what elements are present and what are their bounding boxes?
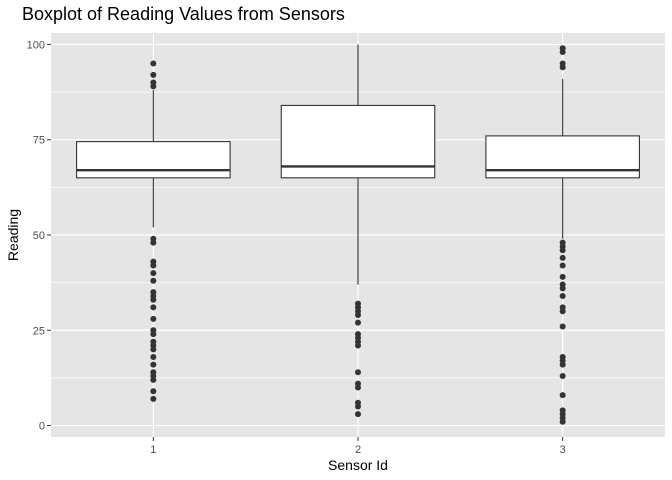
outlier-point	[150, 361, 157, 368]
outlier-point	[559, 373, 566, 380]
outlier-point	[355, 300, 361, 307]
y-tick-label: 100	[27, 39, 45, 51]
outlier-point	[559, 353, 566, 360]
outlier-point	[355, 399, 361, 406]
outlier-point	[150, 71, 157, 78]
y-tick-label: 50	[33, 230, 45, 242]
y-axis-title: Reading	[5, 209, 21, 261]
outlier-point	[559, 323, 566, 330]
outlier-point	[355, 411, 361, 418]
outlier-point	[559, 262, 566, 269]
outlier-point	[559, 254, 566, 261]
box-sensor-2	[280, 44, 436, 418]
x-tick-label: 3	[560, 444, 566, 456]
chart-title: Boxplot of Reading Values from Sensors	[22, 4, 345, 24]
outlier-point	[559, 273, 566, 280]
y-tick-label: 75	[33, 135, 45, 147]
box-iqr	[76, 141, 231, 179]
y-tick-label: 25	[33, 325, 45, 337]
x-axis-title: Sensor Id	[328, 457, 388, 473]
outlier-point	[559, 45, 566, 52]
outlier-point	[559, 304, 566, 311]
outlier-point	[150, 395, 157, 402]
outlier-point	[150, 315, 157, 322]
outlier-point	[150, 277, 157, 284]
outlier-point	[355, 331, 361, 338]
box-iqr	[485, 135, 640, 179]
outlier-point	[355, 380, 361, 387]
outlier-point	[559, 60, 566, 67]
outlier-point	[150, 79, 157, 86]
outlier-point	[150, 353, 157, 360]
y-tick-label: 0	[39, 421, 45, 433]
outlier-point	[150, 270, 157, 277]
outlier-point	[355, 319, 361, 326]
x-tick-label: 2	[355, 444, 361, 456]
outlier-point	[355, 369, 361, 376]
outlier-point	[559, 292, 566, 299]
outlier-point	[150, 388, 157, 395]
outlier-point	[150, 60, 157, 67]
box-sensor-1	[76, 60, 231, 402]
outlier-point	[150, 289, 157, 296]
outlier-point	[150, 369, 157, 376]
outlier-point	[150, 304, 157, 311]
outlier-point	[559, 392, 566, 399]
outlier-point	[150, 338, 157, 345]
outlier-point	[150, 235, 157, 242]
outlier-point	[559, 239, 566, 246]
outlier-point	[559, 281, 566, 288]
outlier-point	[150, 258, 157, 265]
x-tick-label: 1	[150, 444, 156, 456]
outlier-point	[150, 327, 157, 334]
outlier-point	[559, 407, 566, 414]
box-sensor-3	[485, 45, 640, 425]
